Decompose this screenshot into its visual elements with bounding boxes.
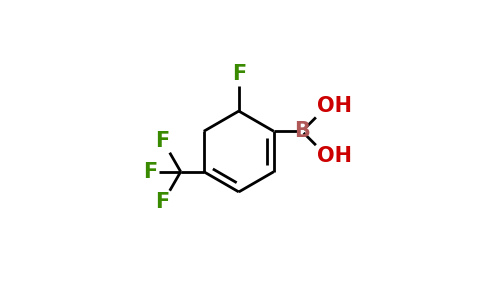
Text: B: B bbox=[294, 121, 310, 141]
Text: F: F bbox=[155, 131, 170, 151]
Text: F: F bbox=[155, 192, 170, 212]
Text: F: F bbox=[143, 162, 157, 182]
Text: OH: OH bbox=[317, 96, 352, 116]
Text: OH: OH bbox=[317, 146, 352, 166]
Text: F: F bbox=[232, 64, 246, 84]
